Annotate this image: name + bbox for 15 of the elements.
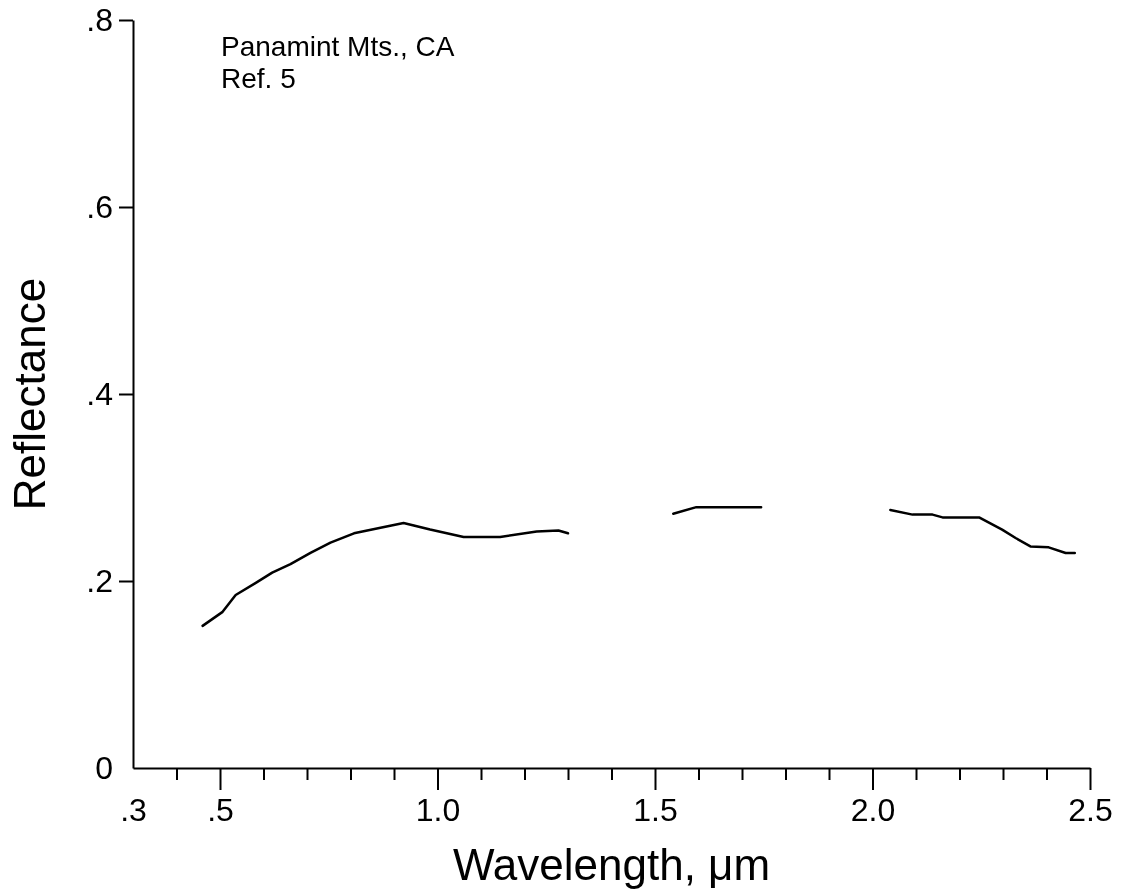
- y-tick-label: 0: [95, 749, 113, 786]
- x-tick-label: 2.0: [850, 791, 896, 828]
- x-tick-label: .5: [207, 791, 234, 828]
- y-tick-label: .8: [86, 1, 113, 38]
- y-tick-label: .4: [86, 375, 113, 412]
- x-tick-label: .3: [120, 791, 147, 828]
- y-tick-label: .2: [86, 562, 113, 599]
- annotation: Panamint Mts., CA: [221, 31, 455, 62]
- x-tick-label: 1.0: [415, 791, 461, 828]
- annotation: Ref. 5: [221, 63, 296, 94]
- y-axis-title: Reflectance: [5, 277, 54, 511]
- y-tick-label: .6: [86, 188, 113, 225]
- x-axis-title: Wavelength, μm: [452, 840, 771, 889]
- x-tick-label: 2.5: [1068, 791, 1113, 828]
- x-tick-label: 1.5: [633, 791, 678, 828]
